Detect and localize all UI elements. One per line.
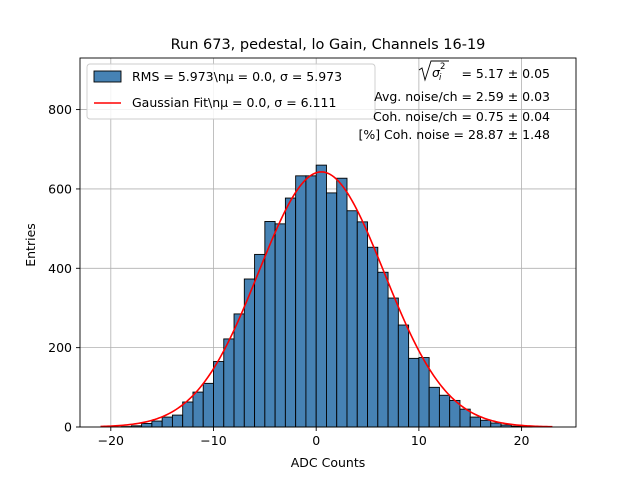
total-noise-value: = 5.17 ± 0.05: [461, 66, 550, 81]
coh-noise-annotation: Coh. noise/ch = 0.75 ± 0.04: [373, 109, 550, 124]
histogram-bar: [182, 401, 194, 428]
histogram-bar: [295, 175, 307, 428]
y-axis-label: Entries: [23, 223, 38, 267]
histogram-bars: [120, 164, 533, 428]
histogram-bar: [428, 386, 440, 428]
x-tick-label: −20: [98, 433, 124, 448]
sigma-i-subscript: i: [439, 73, 442, 83]
gaussian-fit-curve: [100, 171, 553, 428]
histogram-bar: [223, 338, 235, 428]
sqrt-radical: [418, 60, 449, 82]
noise-annotations: σ i 2 = 5.17 ± 0.05 Avg. noise/ch = 2.59…: [358, 60, 550, 142]
pct-coh-noise-annotation: [%] Coh. noise = 28.87 ± 1.48: [358, 127, 550, 142]
y-tick-label: 600: [48, 181, 72, 196]
y-tick-label: 800: [48, 102, 72, 117]
histogram-bar: [367, 246, 379, 428]
legend-histogram-swatch: [93, 70, 122, 83]
histogram-bar: [438, 394, 451, 428]
histogram-bar: [151, 420, 163, 428]
histogram-bar: [356, 221, 368, 428]
y-tick-label: 0: [64, 420, 72, 435]
histogram-bar: [480, 419, 492, 428]
histogram-bar: [213, 361, 225, 428]
histogram-bar: [192, 391, 204, 428]
histogram-bar: [408, 357, 420, 428]
x-tick-label: −10: [200, 433, 226, 448]
legend-fit-label: Gaussian Fit\nμ = 0.0, σ = 6.111: [132, 95, 336, 110]
histogram-bar: [346, 210, 358, 428]
histogram-bar: [284, 197, 297, 428]
histogram-bar: [315, 164, 327, 428]
histogram-bar: [274, 223, 286, 428]
histogram-bar: [141, 422, 153, 428]
y-tick-label: 400: [48, 261, 72, 276]
histogram-bar: [336, 177, 348, 428]
y-tick-label: 200: [48, 340, 72, 355]
axes-frame: [79, 57, 577, 428]
histogram-bar: [202, 382, 214, 428]
histogram-bar: [326, 192, 338, 428]
sigma-i-superscript: 2: [440, 62, 445, 72]
sigma-i-symbol: σ: [432, 65, 441, 80]
histogram-bar: [233, 313, 245, 428]
x-axis-label: ADC Counts: [291, 455, 366, 470]
total-noise-sqrt-symbol: σ i 2: [418, 60, 449, 83]
histogram-bar: [459, 408, 471, 428]
histogram-bar: [469, 416, 481, 428]
x-tick-label: 0: [312, 433, 320, 448]
histogram-bar: [418, 357, 430, 428]
legend-box: [86, 63, 376, 120]
legend-histogram-label: RMS = 5.973\nμ = 0.0, σ = 5.973: [132, 69, 342, 84]
histogram-bar: [397, 324, 410, 428]
x-tick-label: 10: [411, 433, 427, 448]
histogram-bar: [305, 175, 317, 428]
histogram-bar: [490, 422, 502, 428]
chart-title: Run 673, pedestal, lo Gain, Channels 16-…: [171, 37, 486, 53]
histogram-bar: [387, 297, 399, 428]
histogram-bar: [161, 416, 173, 428]
histogram-bar: [171, 414, 184, 428]
legend: RMS = 5.973\nμ = 0.0, σ = 5.973 Gaussian…: [86, 63, 376, 120]
x-tick-label: 20: [514, 433, 530, 448]
histogram-bar: [377, 271, 389, 428]
avg-noise-annotation: Avg. noise/ch = 2.59 ± 0.03: [374, 89, 550, 104]
